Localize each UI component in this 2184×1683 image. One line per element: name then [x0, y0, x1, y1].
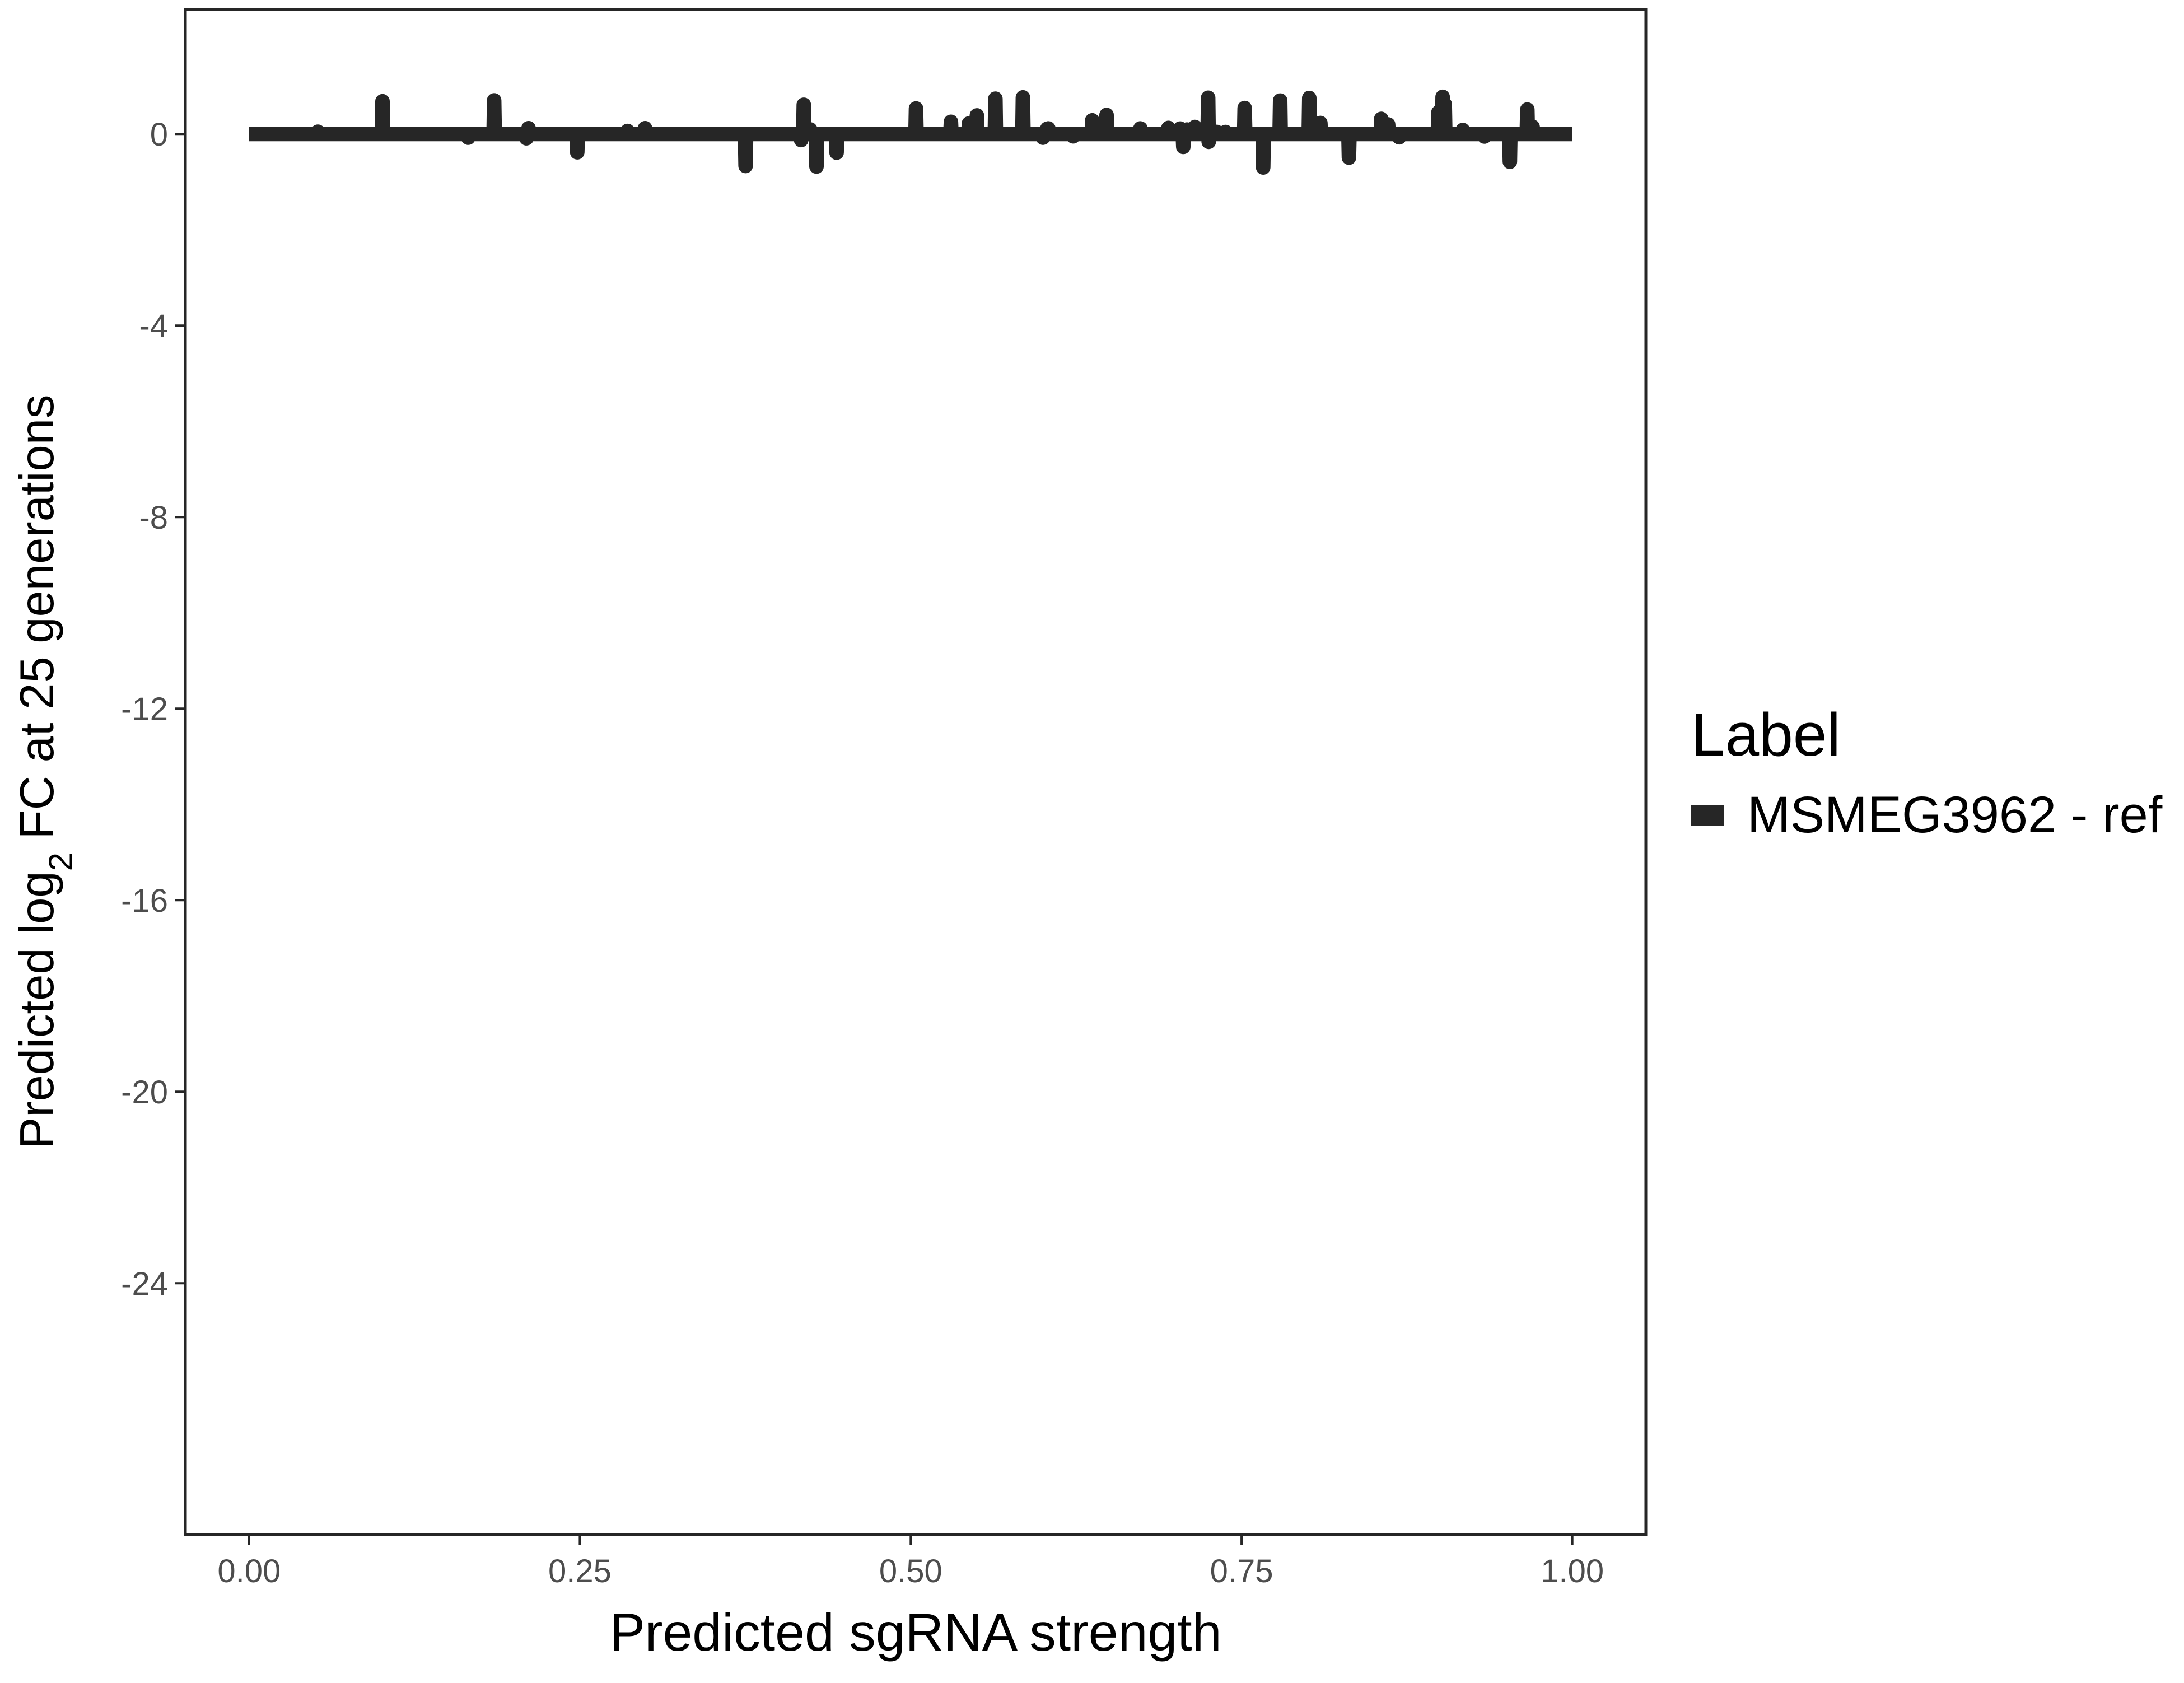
svg-text:-24: -24: [121, 1266, 168, 1302]
svg-text:0.75: 0.75: [1210, 1553, 1273, 1589]
svg-text:0.00: 0.00: [217, 1553, 281, 1589]
svg-text:Predicted sgRNA strength: Predicted sgRNA strength: [609, 1603, 1221, 1662]
svg-text:0: 0: [150, 116, 168, 153]
svg-text:0.50: 0.50: [879, 1553, 942, 1589]
svg-text:Label: Label: [1691, 701, 1841, 769]
svg-text:-4: -4: [139, 308, 168, 344]
svg-text:-16: -16: [121, 883, 168, 919]
svg-text:0.25: 0.25: [548, 1553, 612, 1589]
svg-text:1.00: 1.00: [1541, 1553, 1604, 1589]
svg-text:-20: -20: [121, 1074, 168, 1111]
svg-text:MSMEG3962 - ref: MSMEG3962 - ref: [1747, 786, 2163, 843]
svg-text:-12: -12: [121, 691, 168, 728]
svg-text:-8: -8: [139, 500, 168, 536]
